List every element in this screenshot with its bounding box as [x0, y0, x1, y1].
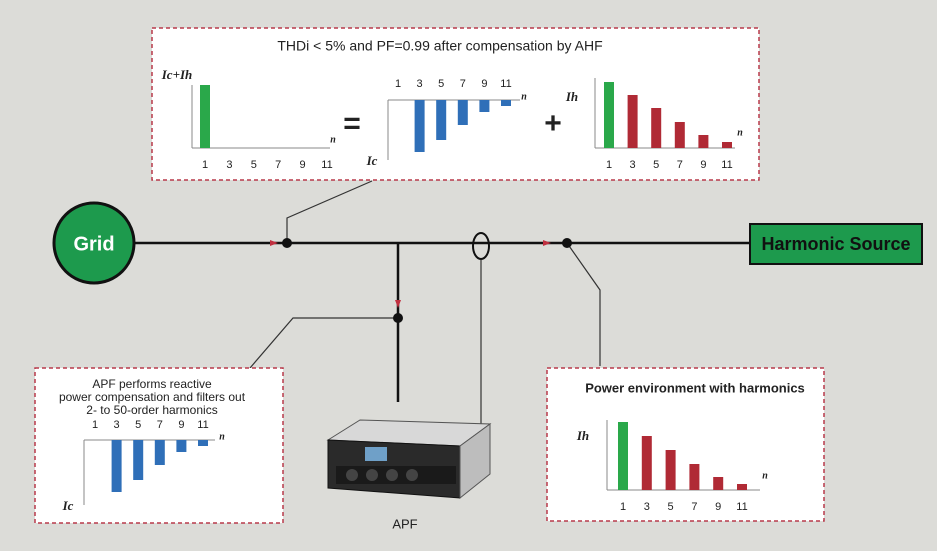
current-transformer [472, 232, 490, 260]
bar [665, 450, 676, 490]
bar [651, 108, 662, 148]
axis-label: n [737, 127, 743, 138]
bar [627, 95, 638, 148]
apf-label: APF [392, 516, 417, 531]
connector [566, 242, 601, 366]
arrow [543, 240, 551, 246]
order-label: 11 [197, 419, 208, 431]
order-label: 9 [481, 78, 487, 90]
bar [618, 422, 628, 490]
bar [133, 440, 144, 480]
bar [436, 100, 447, 140]
order-label: 1 [92, 419, 98, 431]
node [393, 313, 403, 323]
bar [641, 436, 652, 490]
order-label: 9 [178, 419, 184, 431]
order-label: 1 [395, 78, 401, 90]
grid-label: Grid [73, 233, 114, 255]
order-label: 1 [606, 159, 612, 171]
order-label: 1 [620, 501, 626, 513]
apf-device [326, 419, 492, 500]
order-label: 5 [251, 159, 257, 171]
order-label: 11 [321, 159, 332, 171]
order-label: 5 [653, 159, 659, 171]
grid-circle [52, 201, 136, 285]
bar [674, 122, 685, 148]
axis-label: Ih [565, 89, 578, 104]
order-label: 7 [677, 159, 683, 171]
order-label: 11 [736, 501, 747, 513]
order-label: 5 [438, 78, 444, 90]
order-label: 9 [700, 159, 706, 171]
bar [154, 440, 165, 465]
bar [501, 100, 511, 106]
bar [198, 440, 208, 446]
harmonics-panel [546, 367, 825, 522]
apf-panel-text: power compensation and filters out [59, 390, 246, 404]
axis-label: Ic [62, 498, 74, 513]
harmonics-panel-title: Power environment with harmonics [585, 380, 805, 395]
order-label: 11 [721, 159, 732, 171]
equals-sign: = [343, 107, 361, 140]
axis-label: n [762, 470, 768, 481]
node [282, 238, 292, 248]
top-panel-title: THDi < 5% and PF=0.99 after compensation… [277, 38, 602, 54]
order-label: 3 [644, 501, 650, 513]
order-label: 3 [226, 159, 232, 171]
order-label: 9 [300, 159, 306, 171]
connector [286, 180, 373, 243]
harmonic-source-label: Harmonic Source [761, 234, 910, 254]
order-label: 5 [668, 501, 674, 513]
order-label: 1 [202, 159, 208, 171]
top-panel [151, 27, 760, 181]
bar [176, 440, 187, 452]
bar [200, 85, 210, 148]
axis-label: n [219, 431, 225, 442]
bar [414, 100, 425, 152]
order-label: 3 [417, 78, 423, 90]
order-label: 9 [715, 501, 721, 513]
order-label: 11 [500, 78, 511, 90]
order-label: 7 [157, 419, 163, 431]
bar [689, 464, 700, 490]
order-label: 7 [460, 78, 466, 90]
bar [111, 440, 122, 492]
arrow [395, 300, 401, 308]
bar [737, 484, 747, 490]
connector [249, 317, 398, 369]
bar [722, 142, 732, 148]
order-label: 7 [691, 501, 697, 513]
axis-label: Ic+Ih [161, 67, 193, 82]
bar [457, 100, 468, 125]
order-label: 5 [135, 419, 141, 431]
apf-panel-text: APF performs reactive [92, 377, 212, 391]
bar [604, 82, 614, 148]
axis-label: n [521, 91, 527, 102]
order-label: 3 [630, 159, 636, 171]
order-label: 7 [275, 159, 281, 171]
node [562, 238, 572, 248]
arrow [270, 240, 278, 246]
bar [479, 100, 490, 112]
harmonic-source-box [749, 223, 923, 265]
axis-label: Ih [576, 428, 589, 443]
axis-label: n [330, 134, 336, 145]
bar [698, 135, 709, 148]
apf-panel-text: 2- to 50-order harmonics [86, 403, 217, 417]
order-label: 3 [114, 419, 120, 431]
axis-label: Ic [366, 153, 378, 168]
plus-sign: + [544, 107, 562, 140]
bar [713, 477, 724, 490]
